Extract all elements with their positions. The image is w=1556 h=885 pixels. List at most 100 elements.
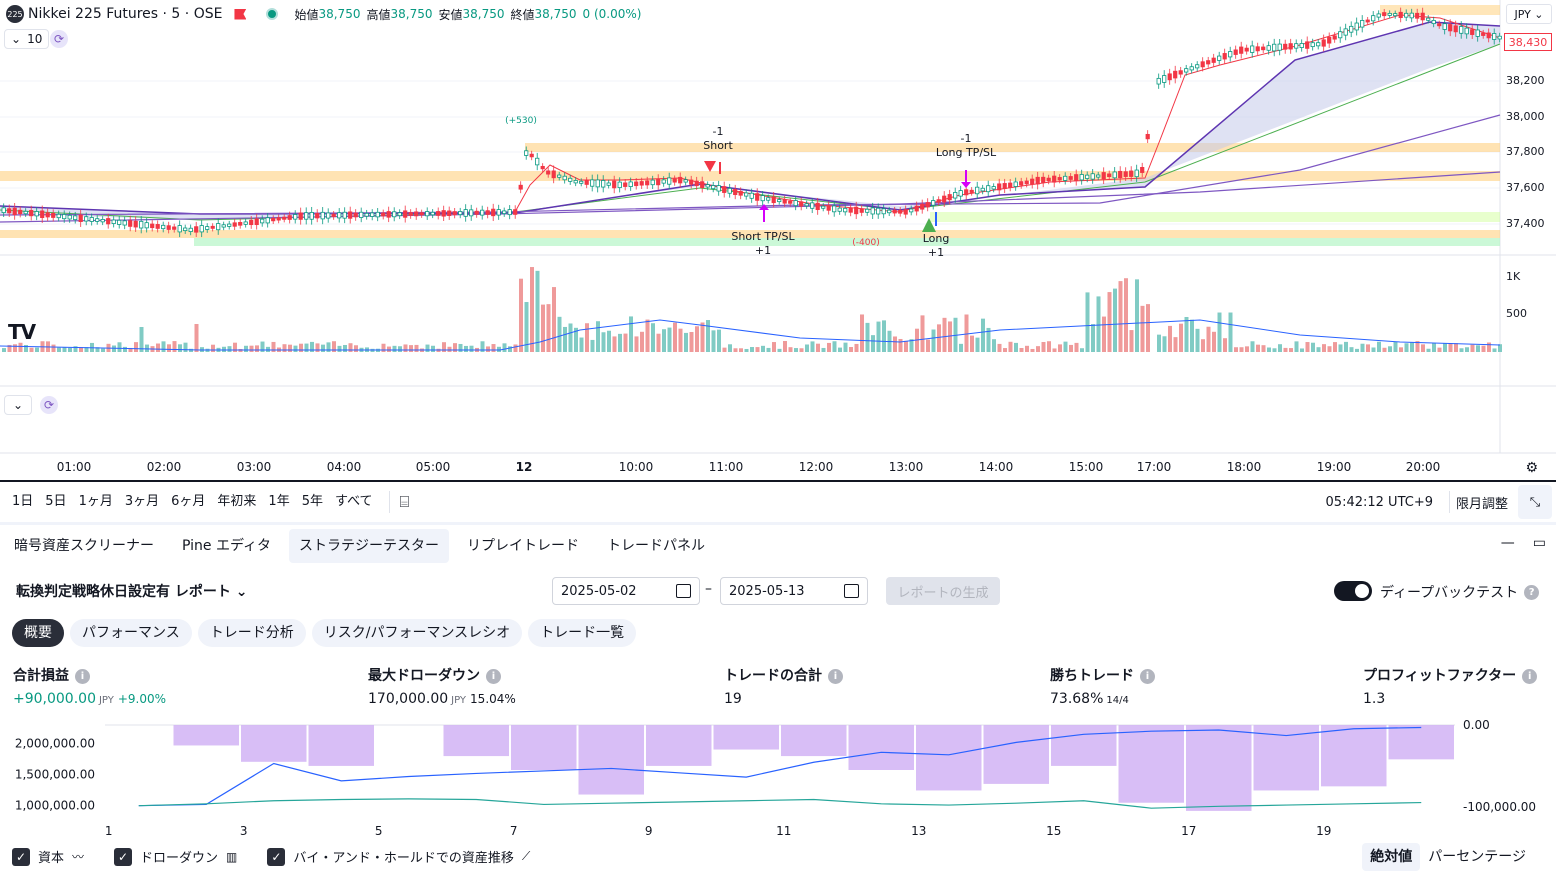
settings-gear-icon[interactable]: ⚙ bbox=[1525, 460, 1538, 476]
report-subtab[interactable]: 概要 bbox=[12, 619, 64, 647]
pane-collapse-button[interactable]: ⌄ bbox=[4, 395, 32, 415]
drawdown-bar[interactable] bbox=[1051, 725, 1117, 766]
clock[interactable]: 05:42:12 UTC+9 bbox=[1325, 494, 1433, 510]
legend-buy-hold[interactable]: ✓ バイ・アンド・ホールドでの資産推移 ⟋ bbox=[267, 847, 530, 866]
price-chart-panel[interactable]: 225 Nikkei 225 Futures · 5 · OSE 始値 38,75… bbox=[0, 0, 1556, 482]
high-label: 高値 bbox=[366, 7, 391, 22]
refresh-icon[interactable]: ⟳ bbox=[40, 396, 58, 414]
range-button[interactable]: 5日 bbox=[45, 494, 67, 509]
refresh-icon[interactable]: ⟳ bbox=[50, 30, 68, 48]
checkbox-checked-icon[interactable]: ✓ bbox=[267, 847, 286, 866]
range-toolbar: 1日 5日 1ヶ月 3ヶ月 6ヶ月 年初来 1年 5年 すべて ⌸ 05:42:12 UTC+9… bbox=[0, 484, 1556, 520]
drawdown-bar[interactable] bbox=[511, 725, 577, 770]
info-icon[interactable]: i bbox=[1522, 668, 1538, 684]
drawdown-bar[interactable] bbox=[713, 725, 780, 750]
drawdown-bar[interactable] bbox=[1253, 725, 1320, 791]
drawdown-bar[interactable] bbox=[308, 725, 375, 766]
report-title[interactable]: 転換判定戦略休日設定有 レポート ⌄ bbox=[16, 584, 248, 600]
chevron-down-icon: ⌄ bbox=[11, 32, 22, 46]
info-icon[interactable]: i bbox=[828, 668, 843, 684]
bottom-tab[interactable]: Pine エディタ bbox=[182, 538, 271, 554]
drawdown-bar[interactable] bbox=[1388, 725, 1455, 760]
flag-icon[interactable] bbox=[234, 8, 247, 20]
trade-loss-label: (-400) bbox=[852, 238, 880, 248]
drawdown-bar[interactable] bbox=[1118, 725, 1185, 803]
drawdown-bar[interactable] bbox=[916, 725, 982, 791]
metric-sub: 14/4 bbox=[1106, 695, 1129, 706]
report-subtab[interactable]: リスク/パフォーマンスレシオ bbox=[311, 619, 523, 647]
symbol-title[interactable]: Nikkei 225 Futures · 5 · OSE bbox=[28, 6, 223, 22]
drawdown-bar[interactable] bbox=[646, 725, 712, 766]
range-button[interactable]: すべて bbox=[334, 494, 373, 509]
absolute-mode-button[interactable]: 絶対値 bbox=[1362, 843, 1421, 871]
drawdown-bar[interactable] bbox=[1321, 725, 1387, 787]
drawdown-bar[interactable] bbox=[781, 725, 847, 757]
last-price-tag: 38,430 bbox=[1504, 33, 1552, 51]
maximize-icon[interactable]: ⤡ bbox=[1518, 485, 1552, 519]
legend-label: 資本 bbox=[38, 851, 65, 866]
contract-adjust-button[interactable]: 限月調整 bbox=[1455, 496, 1508, 512]
range-button[interactable]: 年初来 bbox=[217, 494, 257, 509]
legend-drawdown[interactable]: ✓ ドローダウン ▥ bbox=[114, 847, 237, 866]
date-range-icon[interactable]: ⌸ bbox=[399, 492, 410, 511]
drawdown-bar[interactable] bbox=[443, 725, 510, 757]
short-qty-label: -1 bbox=[712, 125, 724, 138]
candlestick-chart[interactable] bbox=[0, 0, 1556, 482]
range-button[interactable]: 1ヶ月 bbox=[78, 494, 113, 509]
date-to-field[interactable]: 2025-05-13 bbox=[720, 577, 868, 605]
calendar-icon[interactable] bbox=[844, 584, 859, 598]
metric-label: 合計損益 bbox=[13, 668, 69, 684]
range-button[interactable]: 3ヶ月 bbox=[124, 494, 160, 509]
indicator-collapse-button[interactable]: ⌄ 10 bbox=[4, 29, 50, 49]
right-axis-tick: 0.00 bbox=[1463, 718, 1490, 732]
drawdown-bar[interactable] bbox=[173, 725, 240, 746]
metric-value: +90,000.00 bbox=[13, 691, 96, 707]
report-subtab[interactable]: トレード分析 bbox=[197, 619, 306, 647]
currency-selector[interactable]: JPY ⌄ bbox=[1506, 4, 1552, 24]
checkbox-checked-icon[interactable]: ✓ bbox=[12, 847, 30, 866]
info-icon[interactable]: i bbox=[75, 668, 90, 684]
date-from-field[interactable]: 2025-05-02 bbox=[552, 577, 700, 605]
bottom-tab[interactable]: トレードパネル bbox=[606, 538, 705, 554]
minimize-icon[interactable]: — bbox=[1500, 535, 1515, 551]
range-button[interactable]: 5年 bbox=[301, 494, 323, 509]
strategy-tester-panel: 暗号資産スクリーナー Pine エディタ ストラテジーテスター リプレイトレード トレー… bbox=[0, 522, 1556, 885]
checkbox-checked-icon[interactable]: ✓ bbox=[114, 847, 133, 866]
time-axis-label: 20:00 bbox=[1405, 460, 1441, 474]
buy-hold-line[interactable] bbox=[138, 798, 1422, 809]
maximize-panel-icon[interactable]: ▭ bbox=[1532, 535, 1546, 551]
bottom-tab[interactable]: リプレイトレード bbox=[466, 538, 579, 554]
short-entry-marker[interactable] bbox=[704, 161, 716, 172]
report-subtab[interactable]: パフォーマンス bbox=[70, 619, 192, 647]
time-axis-label: 03:00 bbox=[236, 460, 272, 474]
deep-backtest-toggle[interactable] bbox=[1334, 581, 1372, 601]
info-icon[interactable]: ? bbox=[1524, 584, 1540, 600]
percent-mode-button[interactable]: パーセンテージ bbox=[1428, 849, 1526, 865]
date-to-value: 2025-05-13 bbox=[729, 583, 805, 599]
equity-chart[interactable]: 2,000,000.00 1,500,000.00 1,000,000.00 0.00… bbox=[0, 715, 1556, 840]
bottom-tab[interactable]: ストラテジーテスター bbox=[288, 529, 449, 563]
legend-equity[interactable]: ✓ 資本 〰 bbox=[12, 847, 84, 866]
drawdown-bar[interactable] bbox=[983, 725, 1050, 784]
info-icon[interactable]: i bbox=[1140, 668, 1155, 684]
generate-report-button[interactable]: レポートの生成 bbox=[886, 577, 1000, 605]
x-axis-tick: 1 bbox=[105, 824, 113, 838]
report-subtab[interactable]: トレード一覧 bbox=[528, 619, 637, 647]
drawdown-bar[interactable] bbox=[578, 725, 645, 795]
volume-axis-label: 1K bbox=[1506, 270, 1521, 283]
drawdown-bar[interactable] bbox=[241, 725, 307, 762]
symbol-legend: 225 Nikkei 225 Futures · 5 · OSE 始値 38,75… bbox=[6, 4, 647, 24]
time-axis-label: 14:00 bbox=[978, 460, 1014, 474]
drawdown-bar[interactable] bbox=[848, 725, 915, 770]
market-status-icon[interactable] bbox=[266, 8, 279, 20]
info-icon[interactable]: i bbox=[486, 668, 501, 684]
range-button[interactable]: 1年 bbox=[268, 494, 290, 509]
range-button[interactable]: 6ヶ月 bbox=[171, 494, 206, 509]
range-button[interactable]: 1日 bbox=[12, 494, 34, 509]
calendar-icon[interactable] bbox=[676, 584, 691, 598]
chevron-down-icon: ⌄ bbox=[12, 398, 24, 412]
equity-line[interactable] bbox=[138, 726, 1422, 807]
drawdown-bar[interactable] bbox=[1186, 725, 1252, 811]
long-entry-marker[interactable] bbox=[922, 218, 936, 232]
bottom-tab[interactable]: 暗号資産スクリーナー bbox=[14, 538, 154, 554]
